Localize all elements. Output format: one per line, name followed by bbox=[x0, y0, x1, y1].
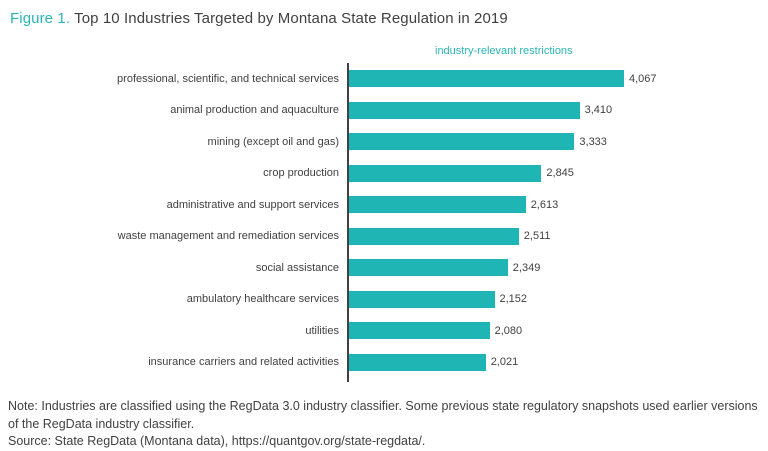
bar-category-label: professional, scientific, and technical … bbox=[117, 72, 339, 85]
bar-value-label: 2,349 bbox=[512, 261, 541, 274]
figure-number: Figure 1. bbox=[10, 10, 71, 27]
bar-value-label: 4,067 bbox=[629, 72, 657, 85]
series-label: industry-relevant restrictions bbox=[435, 45, 573, 57]
bar-chart: industry-relevant restrictions professio… bbox=[0, 45, 768, 382]
bar-category-label: insurance carriers and related activitie… bbox=[148, 356, 339, 369]
figure-notes: Note: Industries are classified using th… bbox=[0, 398, 768, 451]
source-text: Source: State RegData (Montana data), ht… bbox=[8, 434, 426, 448]
bar-value-label: 2,845 bbox=[546, 167, 574, 180]
bar-value-label: 3,410 bbox=[584, 104, 613, 117]
figure-title: Figure 1. Top 10 Industries Targeted by … bbox=[0, 0, 768, 27]
series-header-spacer bbox=[0, 45, 347, 63]
bar-value-label: 2,152 bbox=[499, 293, 528, 306]
bar-value-label: 2,613 bbox=[530, 198, 559, 211]
bar-value-label: 2,511 bbox=[523, 230, 551, 243]
chart-rows: professional, scientific, and technical … bbox=[117, 63, 768, 382]
bar bbox=[349, 290, 495, 308]
bar-row: animal production and aquaculture 3,410 bbox=[170, 95, 768, 127]
bar-category-label: administrative and support services bbox=[166, 198, 339, 211]
bar bbox=[349, 196, 526, 214]
bar-row: waste management and remediation service… bbox=[118, 221, 768, 253]
bar bbox=[349, 322, 490, 340]
bar bbox=[349, 133, 575, 151]
bar bbox=[349, 259, 508, 277]
bar-row: mining (except oil and gas) 3,333 bbox=[208, 126, 768, 158]
bar bbox=[349, 101, 580, 119]
bar-category-label: animal production and aquaculture bbox=[170, 104, 339, 117]
bar-category-label: crop production bbox=[263, 167, 339, 180]
bar-category-label: utilities bbox=[305, 324, 339, 337]
bar-row: administrative and support services 2,613 bbox=[167, 189, 768, 221]
bar bbox=[349, 164, 542, 182]
bar-category-label: waste management and remediation service… bbox=[117, 230, 339, 243]
bar-value-label: 2,021 bbox=[490, 356, 519, 369]
bar-value-label: 3,333 bbox=[579, 135, 607, 148]
bar-category-label: mining (except oil and gas) bbox=[207, 135, 339, 148]
bar-row: ambulatory healthcare services 2,152 bbox=[187, 284, 768, 316]
figure-title-text: Top 10 Industries Targeted by Montana St… bbox=[70, 10, 508, 27]
bar-row: insurance carriers and related activitie… bbox=[148, 347, 768, 379]
bar bbox=[349, 353, 486, 371]
bar bbox=[349, 70, 624, 88]
bar-row: crop production 2,845 bbox=[263, 158, 768, 190]
bar bbox=[349, 227, 519, 245]
bar-category-label: ambulatory healthcare services bbox=[186, 293, 339, 306]
bar-row: utilities 2,080 bbox=[305, 315, 768, 347]
series-header-row: industry-relevant restrictions bbox=[0, 45, 768, 63]
bar-category-label: social assistance bbox=[255, 261, 339, 274]
bar-row: professional, scientific, and technical … bbox=[117, 63, 768, 95]
note-text: Note: Industries are classified using th… bbox=[8, 399, 758, 431]
bar-value-label: 2,080 bbox=[494, 324, 523, 337]
bar-row: social assistance 2,349 bbox=[256, 252, 768, 284]
